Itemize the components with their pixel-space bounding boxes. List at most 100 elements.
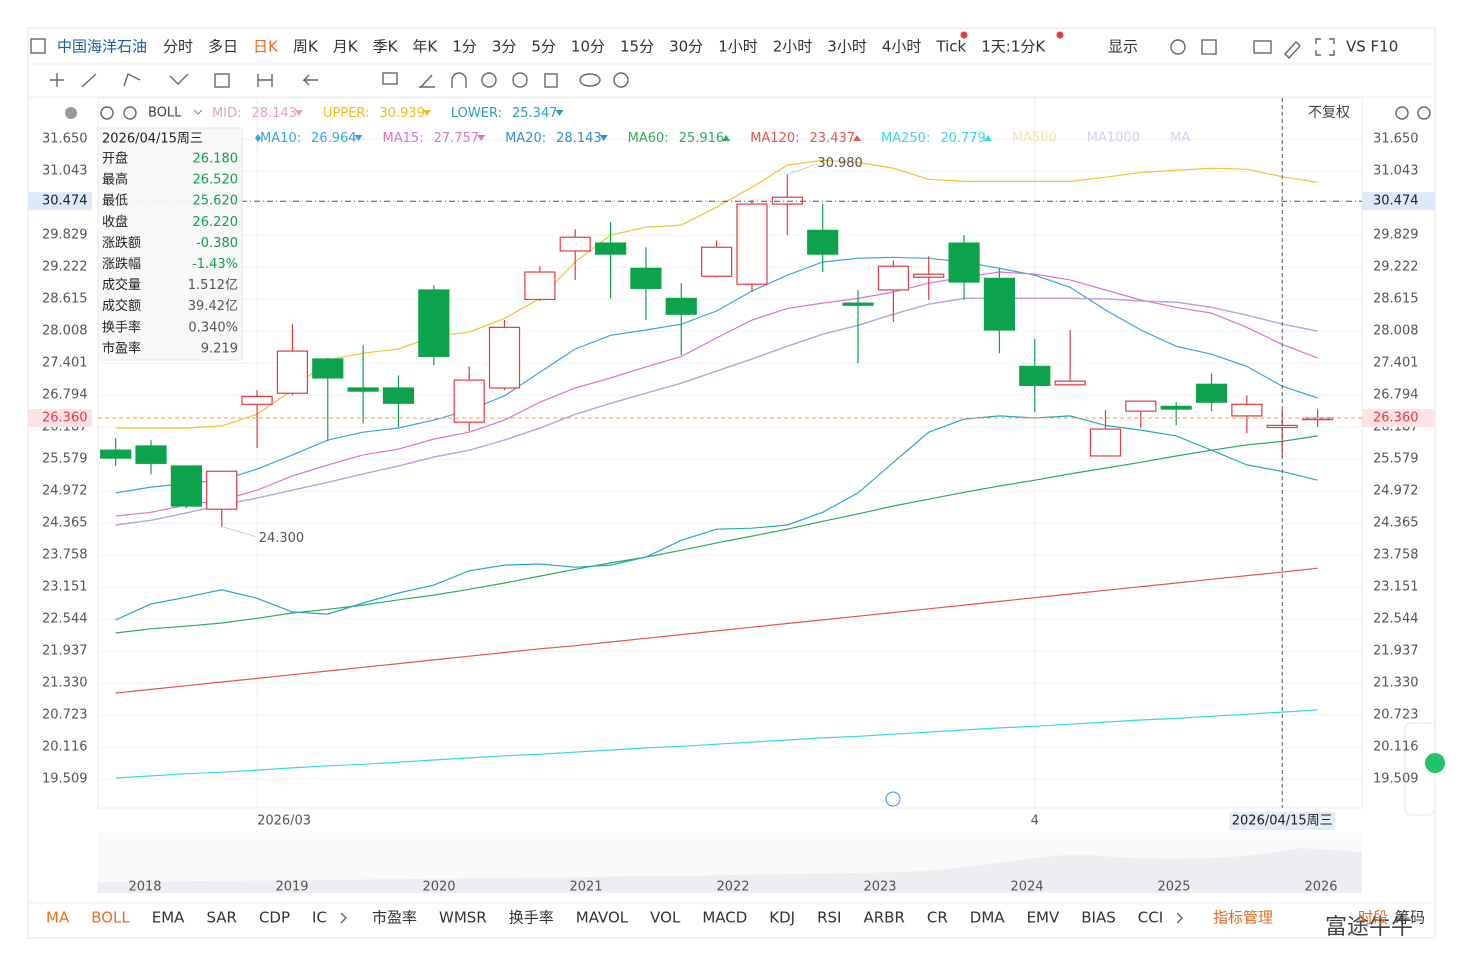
indicator-settings[interactable] [100, 106, 114, 120]
side-tab[interactable]: 时段 [1358, 909, 1388, 927]
period-tab[interactable]: 1天:1分K [981, 38, 1046, 56]
settings-icon[interactable] [1170, 39, 1186, 55]
info-date: 2026/04/15周三 [102, 132, 203, 147]
period-tab[interactable]: 5分 [531, 38, 556, 56]
y-tick-label-right: 20.116 [1373, 740, 1419, 755]
chart-tool[interactable] [214, 73, 230, 88]
move-tool[interactable] [50, 73, 64, 87]
y-tick-label: 29.829 [42, 228, 88, 243]
fullscreen-icon[interactable] [1315, 38, 1335, 56]
more-chevron[interactable] [1176, 912, 1184, 924]
delete-tool[interactable] [544, 73, 558, 88]
indicator-close[interactable] [123, 106, 137, 120]
indicator-tab[interactable]: BIAS [1081, 909, 1116, 927]
collapse-icon[interactable] [65, 107, 77, 119]
max-annotation: 30.980 [817, 156, 863, 171]
candle-body [170, 465, 202, 507]
period-tab[interactable]: 3小时 [827, 38, 867, 56]
indicator-tab[interactable]: RSI [817, 909, 841, 927]
drawing-tools [50, 72, 629, 88]
indicator-tab[interactable]: KDJ [769, 909, 795, 927]
indicator-tab[interactable]: VOL [650, 909, 681, 927]
indicator-tab[interactable]: CR [927, 909, 948, 927]
y-tick-label: 20.116 [42, 740, 88, 755]
camera-icon[interactable] [1253, 40, 1272, 54]
frame-icon[interactable] [1201, 39, 1217, 55]
indicator-tab[interactable]: EMV [1027, 909, 1060, 927]
adjust-mode[interactable]: 不复权 [1308, 104, 1350, 121]
overlay-name: BOLL [148, 106, 182, 121]
period-tab[interactable]: Tick [935, 38, 966, 56]
crosshair-price-tag [1362, 192, 1435, 211]
period-tab[interactable]: 2小时 [773, 38, 813, 56]
period-tab[interactable]: 1小时 [718, 38, 758, 56]
info-label: 换手率 [102, 319, 141, 335]
lock-tool[interactable] [481, 72, 497, 88]
indicator-tab[interactable]: BOLL [91, 909, 130, 927]
period-tab[interactable]: 月K [333, 38, 359, 56]
indicator-tab[interactable]: MACD [702, 909, 747, 927]
pen-icon[interactable] [1284, 40, 1301, 60]
indicator-tab[interactable]: CDP [259, 909, 290, 927]
indicator-tab[interactable]: 换手率 [509, 909, 554, 927]
info-value: 1.512亿 [188, 278, 238, 293]
indicator-tab[interactable]: CCI [1138, 909, 1163, 927]
vs-f10[interactable]: VS F10 [1346, 38, 1398, 56]
stock-name[interactable]: 中国海洋石油 [57, 38, 147, 56]
trend-arrow [354, 135, 363, 141]
zoom-in[interactable] [1417, 106, 1431, 120]
indicator-tab[interactable]: MA [46, 909, 70, 927]
indicator-manage[interactable]: 指标管理 [1213, 909, 1273, 927]
y-tick-label-right: 20.723 [1373, 708, 1419, 723]
period-tab[interactable]: 多日 [208, 38, 238, 56]
path-tool[interactable] [123, 73, 141, 87]
annotation-leader [787, 164, 816, 176]
link-tool[interactable] [579, 73, 601, 87]
indicator-tab[interactable]: SAR [206, 909, 236, 927]
zoom-out[interactable] [1395, 106, 1409, 120]
hide-tool[interactable] [512, 72, 528, 88]
indicator-tab[interactable]: ARBR [863, 909, 904, 927]
ma-line [115, 415, 1318, 621]
period-tab[interactable]: 季K [373, 38, 399, 56]
tool-settings[interactable] [613, 72, 629, 88]
trend-arrow [599, 135, 608, 141]
indicator-tab[interactable]: MAVOL [576, 909, 629, 927]
indicator-tab[interactable]: WMSR [439, 909, 487, 927]
candle-body [913, 273, 945, 278]
period-tab[interactable]: 分时 [163, 38, 193, 56]
line-tool[interactable] [81, 73, 97, 88]
display-menu[interactable]: 显示 [1108, 38, 1138, 56]
legend-separator: : [419, 131, 423, 146]
more-chevron[interactable] [340, 912, 347, 924]
legend-separator: : [542, 131, 546, 146]
candle-body [347, 387, 379, 392]
period-tab[interactable]: 3分 [492, 38, 517, 56]
period-tab[interactable]: 30分 [669, 38, 703, 56]
angle-tool[interactable] [419, 74, 435, 88]
last-price-label: 26.360 [1373, 411, 1419, 426]
layout-icon[interactable] [30, 38, 46, 54]
indicator-tab[interactable]: IC [312, 909, 327, 927]
side-tab[interactable]: 筹码 [1395, 909, 1425, 927]
arrow-tool[interactable] [302, 74, 318, 86]
period-tab[interactable]: 日K [253, 38, 279, 56]
event-marker[interactable] [885, 791, 901, 807]
wave-tool[interactable] [169, 73, 189, 85]
indicator-tab[interactable]: DMA [970, 909, 1005, 927]
period-tab[interactable]: 10分 [571, 38, 605, 56]
indicator-tab[interactable]: 市盈率 [372, 909, 417, 927]
info-label: 成交额 [102, 298, 141, 314]
period-tab[interactable]: 15分 [620, 38, 654, 56]
indicator-tab[interactable]: EMA [152, 909, 185, 927]
side-widget-icon[interactable] [1425, 753, 1445, 773]
period-tab[interactable]: 4小时 [882, 38, 922, 56]
magnet-tool[interactable] [451, 72, 467, 88]
period-tab[interactable]: 周K [293, 38, 319, 56]
legend-value: 25.916 [679, 131, 725, 146]
period-tab[interactable]: 1分 [452, 38, 477, 56]
note-tool[interactable] [382, 72, 398, 85]
period-tab[interactable]: 年K [412, 38, 438, 56]
info-label: 涨跌额 [102, 235, 141, 251]
measure-tool[interactable] [257, 74, 273, 87]
